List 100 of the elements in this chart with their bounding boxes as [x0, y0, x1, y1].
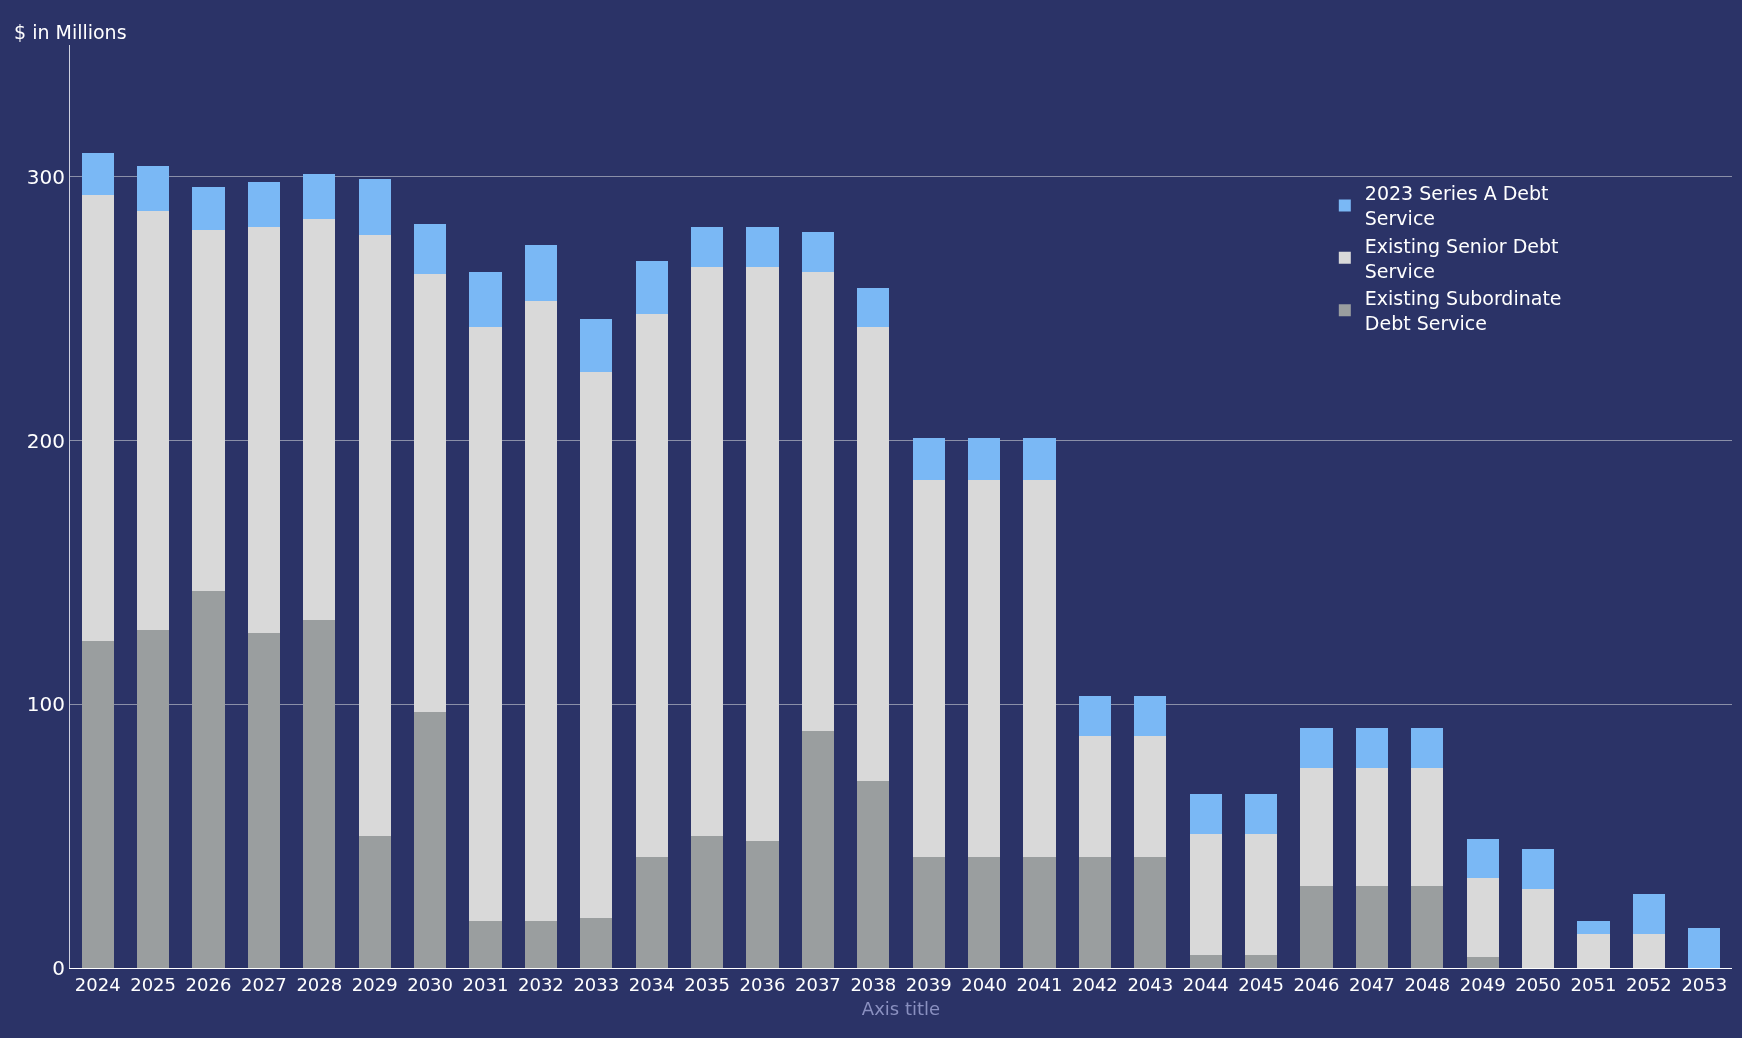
bar: [358, 234, 391, 837]
x-tick-label: 2027: [240, 973, 287, 995]
bar: [691, 836, 724, 968]
bar: [137, 166, 170, 212]
x-tick-label: 2042: [1071, 973, 1118, 995]
bar: [857, 287, 890, 328]
bar: [746, 841, 779, 968]
bar: [414, 274, 447, 713]
bar: [192, 229, 225, 591]
bar: [912, 480, 945, 858]
x-tick-label: 2038: [850, 973, 897, 995]
bar: [81, 640, 114, 968]
bar: [1245, 954, 1278, 968]
bar: [1355, 886, 1388, 968]
x-tick-label: 2034: [628, 973, 675, 995]
x-axis-title: Axis title: [861, 997, 941, 1019]
x-tick-label: 2036: [739, 973, 786, 995]
bar: [1189, 954, 1222, 968]
x-tick-label: 2032: [517, 973, 564, 995]
bar: [247, 226, 280, 634]
bar: [1411, 886, 1444, 968]
bar: [303, 174, 336, 220]
legend-label: Existing Senior Debt Service: [1364, 234, 1559, 282]
bar: [469, 327, 502, 921]
bar: [1078, 857, 1111, 968]
x-tick-label: 2033: [573, 973, 620, 995]
bar: [635, 313, 668, 858]
bar: [801, 730, 834, 968]
x-tick-label: 2048: [1404, 973, 1451, 995]
bar: [137, 630, 170, 968]
bar: [1577, 933, 1610, 968]
legend-label: Existing Subordinate Debt Service: [1364, 287, 1562, 334]
bar: [1189, 793, 1222, 834]
bar: [1023, 437, 1056, 481]
bar: [81, 153, 114, 196]
bar: [414, 712, 447, 968]
bar: [414, 224, 447, 275]
bar: [1134, 857, 1167, 968]
bar: [1245, 833, 1278, 955]
bar: [524, 245, 557, 301]
bar: [1300, 767, 1333, 887]
x-tick-label: 2029: [351, 973, 398, 995]
y-tick-label: 300: [26, 164, 65, 189]
x-tick-label: 2050: [1515, 973, 1562, 995]
bar: [1134, 735, 1167, 858]
bar: [635, 261, 668, 314]
bar: [580, 372, 613, 918]
bar: [1522, 888, 1555, 968]
bar: [1023, 480, 1056, 858]
bar: [137, 211, 170, 631]
bar: [1300, 886, 1333, 968]
bar: [1466, 838, 1499, 879]
bar: [81, 195, 114, 641]
bar: [1134, 696, 1167, 736]
bar: [192, 187, 225, 230]
x-tick-label: 2051: [1570, 973, 1617, 995]
x-tick-label: 2035: [684, 973, 731, 995]
x-tick-label: 2044: [1182, 973, 1229, 995]
bar: [1632, 894, 1665, 934]
bar: [303, 219, 336, 620]
x-tick-label: 2025: [130, 973, 177, 995]
x-tick-label: 2041: [1016, 973, 1063, 995]
bar: [912, 437, 945, 481]
x-tick-label: 2046: [1293, 973, 1340, 995]
bar: [857, 780, 890, 968]
bar: [1189, 833, 1222, 955]
bar: [1466, 957, 1499, 968]
bar: [801, 232, 834, 272]
x-tick-label: 2040: [961, 973, 1008, 995]
bar: [358, 179, 391, 235]
x-tick-label: 2024: [74, 973, 121, 995]
x-tick-label: 2052: [1625, 973, 1672, 995]
bar: [469, 271, 502, 328]
bar: [968, 480, 1001, 858]
bar: [469, 920, 502, 968]
bar: [524, 300, 557, 921]
bar: [1522, 849, 1555, 889]
y-tick-label: 100: [26, 692, 65, 717]
x-tick-label: 2037: [794, 973, 841, 995]
bar: [1411, 728, 1444, 768]
y-axis-title: $ in Millions: [14, 21, 127, 43]
bar: [303, 619, 336, 968]
bar: [524, 920, 557, 968]
bar: [968, 857, 1001, 968]
bar: [912, 857, 945, 968]
bar: [1577, 920, 1610, 934]
bar: [1688, 928, 1721, 968]
bar: [801, 271, 834, 731]
x-tick-label: 2043: [1127, 973, 1174, 995]
bar: [1245, 793, 1278, 834]
y-tick-label: 200: [26, 428, 65, 453]
bar: [358, 836, 391, 968]
legend-label: 2023 Series A Debt Service: [1364, 182, 1549, 230]
bar: [746, 226, 779, 267]
bar: [580, 319, 613, 373]
bar: [746, 266, 779, 842]
bar: [1023, 857, 1056, 968]
bar: [1411, 767, 1444, 887]
x-tick-label: 2045: [1238, 973, 1285, 995]
bar: [580, 917, 613, 968]
